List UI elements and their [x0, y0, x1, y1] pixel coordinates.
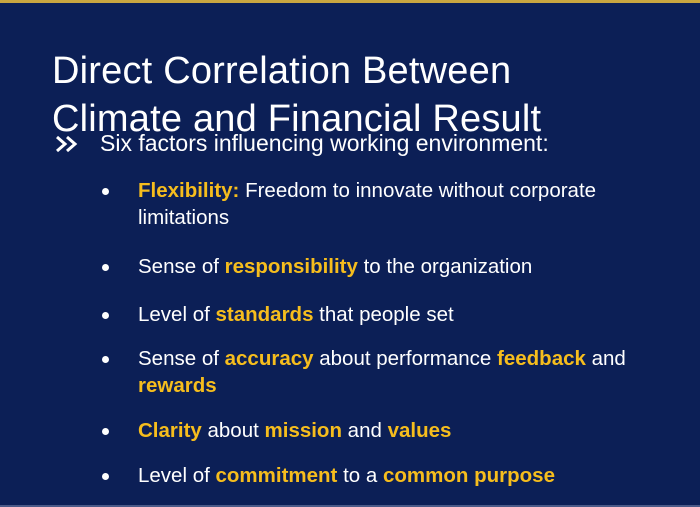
highlight-term: responsibility: [224, 255, 358, 278]
highlight-term: values: [387, 419, 452, 442]
double-chevron-icon: [56, 135, 78, 152]
bottom-rule: [0, 505, 700, 507]
highlight-term: mission: [264, 419, 342, 442]
list-item-responsibility: Sense of responsibility to the organizat…: [102, 253, 692, 280]
bullet-text: Sense of accuracy about performance feed…: [138, 345, 686, 399]
bullet-plain-text: Sense of: [138, 347, 225, 370]
slide-title: Direct Correlation Between Climate and F…: [52, 47, 682, 143]
intro-text: Six factors influencing working environm…: [100, 130, 549, 156]
list-item-flexibility: Flexibility: Freedom to innovate without…: [102, 177, 692, 231]
bullet-plain-text: to a: [337, 464, 383, 487]
intro-line: Six factors influencing working environm…: [54, 130, 549, 157]
list-item-standards: Level of standards that people set: [102, 301, 692, 328]
bullet-plain-text: and: [585, 347, 626, 370]
highlight-term: accuracy: [224, 347, 314, 370]
bullet-dot: [102, 264, 109, 271]
bullet-text: Sense of responsibility to the organizat…: [138, 253, 686, 280]
bullet-plain-text: to the organization: [357, 255, 533, 278]
title-line-1: Direct Correlation Between: [52, 50, 512, 93]
list-item-accuracy: Sense of accuracy about performance feed…: [102, 345, 692, 399]
bullet-text: Flexibility: Freedom to innovate without…: [138, 177, 686, 231]
bullet-dot: [102, 473, 109, 480]
list-item-commitment: Level of commitment to a common purpose: [102, 462, 692, 489]
highlight-term: feedback: [497, 347, 586, 370]
bullet-plain-text: about performance: [313, 347, 498, 370]
highlight-term: rewards: [138, 374, 217, 397]
bullet-plain-text: and: [341, 419, 388, 442]
bullet-text: Level of commitment to a common purpose: [138, 462, 686, 489]
bullet-plain-text: Level of: [138, 303, 216, 326]
bullet-plain-text: Level of: [138, 464, 216, 487]
bullet-plain-text: that people set: [313, 303, 454, 326]
title-line-2: Climate and Financial Result: [52, 98, 542, 141]
bullet-plain-text: about: [201, 419, 265, 442]
bullet-dot: [102, 428, 109, 435]
highlight-term: commitment: [215, 464, 338, 487]
bullet-plain-text: Sense of: [138, 255, 225, 278]
bullet-plain-text: Freedom to innovate without corporate li…: [138, 179, 597, 229]
bullet-dot: [102, 188, 109, 195]
top-accent-rule: [0, 0, 700, 3]
highlight-term: standards: [215, 303, 314, 326]
bullet-dot: [102, 356, 109, 363]
bullet-text: Level of standards that people set: [138, 301, 686, 328]
highlight-term: Clarity: [138, 419, 202, 442]
list-item-clarity: Clarity about mission and values: [102, 417, 692, 444]
highlight-term: common purpose: [382, 464, 555, 487]
bullet-text: Clarity about mission and values: [138, 417, 686, 444]
highlight-term: Flexibility:: [138, 179, 240, 202]
bullet-dot: [102, 312, 109, 319]
